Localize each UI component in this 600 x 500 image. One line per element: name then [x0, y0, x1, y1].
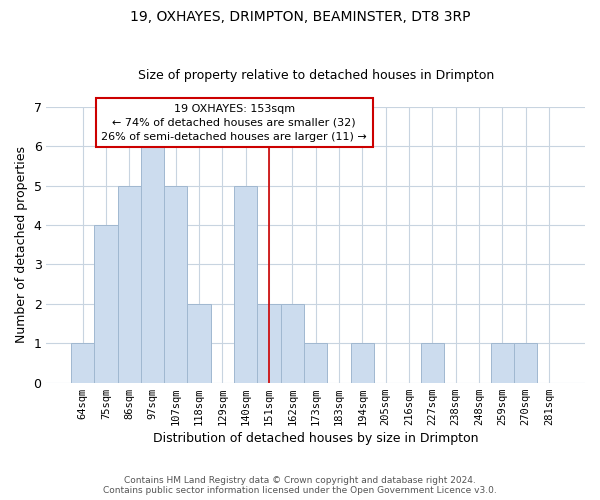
Bar	[304, 344, 328, 382]
Bar	[281, 304, 304, 382]
Bar	[234, 186, 257, 382]
Text: Contains HM Land Registry data © Crown copyright and database right 2024.
Contai: Contains HM Land Registry data © Crown c…	[103, 476, 497, 495]
Bar	[94, 225, 118, 382]
Text: 19 OXHAYES: 153sqm
← 74% of detached houses are smaller (32)
26% of semi-detache: 19 OXHAYES: 153sqm ← 74% of detached hou…	[101, 104, 367, 142]
Bar	[187, 304, 211, 382]
Bar	[257, 304, 281, 382]
Bar	[421, 344, 444, 382]
Bar	[514, 344, 537, 382]
Title: Size of property relative to detached houses in Drimpton: Size of property relative to detached ho…	[137, 69, 494, 82]
Bar	[71, 344, 94, 382]
Y-axis label: Number of detached properties: Number of detached properties	[15, 146, 28, 343]
Text: 19, OXHAYES, DRIMPTON, BEAMINSTER, DT8 3RP: 19, OXHAYES, DRIMPTON, BEAMINSTER, DT8 3…	[130, 10, 470, 24]
Bar	[141, 146, 164, 382]
Bar	[118, 186, 141, 382]
Bar	[491, 344, 514, 382]
Bar	[164, 186, 187, 382]
Bar	[350, 344, 374, 382]
X-axis label: Distribution of detached houses by size in Drimpton: Distribution of detached houses by size …	[153, 432, 478, 445]
